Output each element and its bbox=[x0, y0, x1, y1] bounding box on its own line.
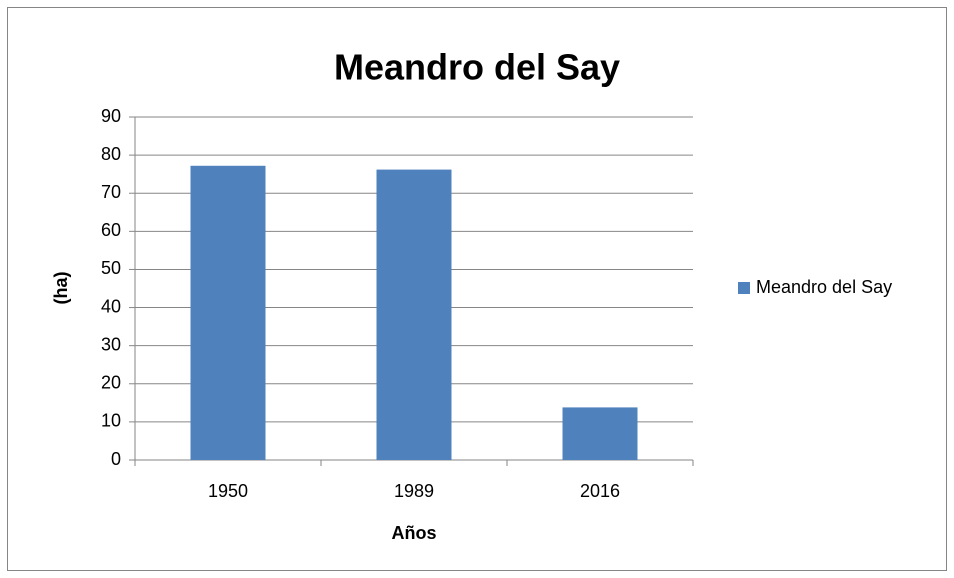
y-tick-label: 10 bbox=[101, 411, 121, 431]
x-tick-label: 1950 bbox=[208, 481, 248, 501]
bar bbox=[376, 169, 452, 461]
chart-title: Meandro del Say bbox=[334, 47, 620, 88]
y-axis-label: (ha) bbox=[51, 272, 71, 305]
y-tick-label: 90 bbox=[101, 106, 121, 126]
x-tick-label: 2016 bbox=[580, 481, 620, 501]
legend-label: Meandro del Say bbox=[756, 277, 892, 297]
y-tick-label: 0 bbox=[111, 449, 121, 469]
legend-swatch bbox=[738, 282, 750, 294]
chart-border bbox=[7, 7, 947, 571]
y-tick-label: 80 bbox=[101, 144, 121, 164]
y-tick-label: 40 bbox=[101, 296, 121, 316]
bar bbox=[562, 407, 638, 460]
y-tick-label: 60 bbox=[101, 220, 121, 240]
y-tick-label: 50 bbox=[101, 258, 121, 278]
bar bbox=[190, 165, 266, 460]
y-tick-label: 70 bbox=[101, 182, 121, 202]
x-tick-label: 1989 bbox=[394, 481, 434, 501]
y-tick-label: 30 bbox=[101, 334, 121, 354]
x-axis-label: Años bbox=[392, 523, 437, 543]
y-tick-label: 20 bbox=[101, 373, 121, 393]
